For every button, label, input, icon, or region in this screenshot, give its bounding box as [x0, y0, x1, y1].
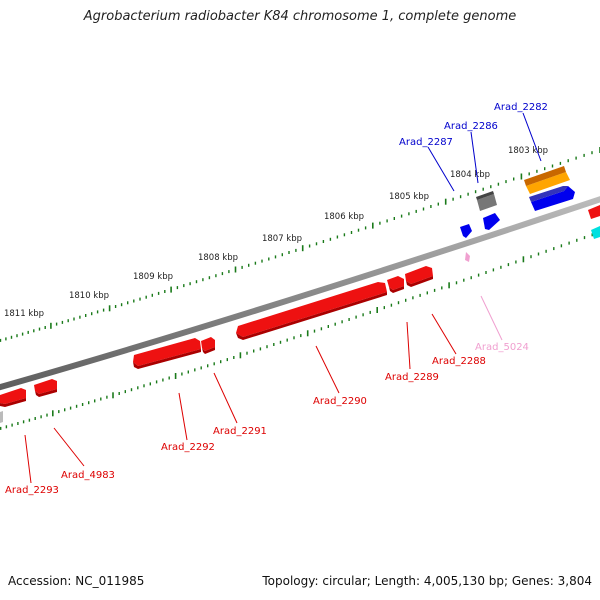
gene-label-leaders	[24, 112, 542, 484]
gene-arad-2291[interactable]	[201, 337, 215, 354]
leader-line	[470, 131, 479, 184]
kbp-label: 1803 kbp	[508, 146, 548, 156]
leader-line	[480, 295, 503, 341]
gene-arad-2287-a[interactable]	[483, 213, 500, 230]
kbp-label: 1804 kbp	[450, 170, 490, 180]
kbp-labels: 1803 kbp 1804 kbp 1805 kbp 1806 kbp 1807…	[4, 146, 548, 319]
leader-line	[53, 427, 85, 467]
gene-arad-4983[interactable]	[34, 379, 57, 397]
leader-line	[406, 321, 411, 370]
gene-label[interactable]: Arad_2291	[213, 426, 267, 437]
gene-label[interactable]: Arad_2288	[432, 356, 486, 367]
gene-arad-2282[interactable]	[529, 186, 575, 211]
kbp-label: 1811 kbp	[4, 309, 44, 319]
gene-label[interactable]: Arad_2292	[161, 442, 215, 453]
kbp-label: 1807 kbp	[262, 234, 302, 244]
leader-line	[315, 345, 340, 394]
page-title: Agrobacterium radiobacter K84 chromosome…	[83, 9, 517, 24]
kbp-label: 1806 kbp	[324, 212, 364, 222]
gene-label[interactable]: Arad_2287	[399, 137, 453, 148]
gene-label[interactable]: Arad_5024	[475, 342, 529, 353]
leader-line	[431, 313, 457, 355]
gene-edge-gray[interactable]	[0, 411, 3, 423]
gene-arad-2287[interactable]	[460, 224, 472, 238]
gene-arad-2289[interactable]	[387, 276, 404, 293]
leader-line	[427, 146, 455, 192]
gene-arad-2286[interactable]	[476, 191, 497, 211]
kbp-label: 1808 kbp	[198, 253, 238, 263]
gene-arad-2282-orange[interactable]	[524, 166, 570, 194]
tick-track-reverse	[0, 229, 600, 430]
reverse-genes	[0, 252, 470, 423]
kbp-label: 1810 kbp	[69, 291, 109, 301]
leader-line	[178, 392, 188, 441]
gene-arad-2288[interactable]	[405, 266, 433, 287]
tick-track-forward	[0, 147, 600, 342]
gene-edge-red[interactable]	[588, 205, 600, 219]
gene-label[interactable]: Arad_2289	[385, 372, 439, 383]
gene-labels: Arad_2282 Arad_2286 Arad_2287 Arad_5024 …	[5, 102, 548, 496]
leader-line	[24, 434, 32, 484]
gene-label[interactable]: Arad_2290	[313, 396, 367, 407]
gene-edge-cyan[interactable]	[591, 226, 600, 239]
leader-line	[522, 112, 542, 162]
kbp-label: 1809 kbp	[133, 272, 173, 282]
forward-genes	[460, 166, 600, 239]
gene-label[interactable]: Arad_2286	[444, 121, 498, 132]
genome-summary-text: Topology: circular; Length: 4,005,130 bp…	[262, 574, 592, 588]
gene-arad-2293[interactable]	[0, 388, 26, 407]
chromosome-backbone	[0, 196, 600, 391]
leader-line	[213, 372, 238, 424]
gene-arad-2292[interactable]	[133, 338, 201, 369]
gene-label[interactable]: Arad_2282	[494, 102, 548, 113]
gene-arad-2290[interactable]	[236, 282, 387, 340]
gene-arad-5024[interactable]	[465, 252, 470, 262]
accession-text: Accession: NC_011985	[8, 574, 145, 588]
gene-label[interactable]: Arad_2293	[5, 485, 59, 496]
kbp-label: 1805 kbp	[389, 192, 429, 202]
gene-label[interactable]: Arad_4983	[61, 470, 115, 481]
